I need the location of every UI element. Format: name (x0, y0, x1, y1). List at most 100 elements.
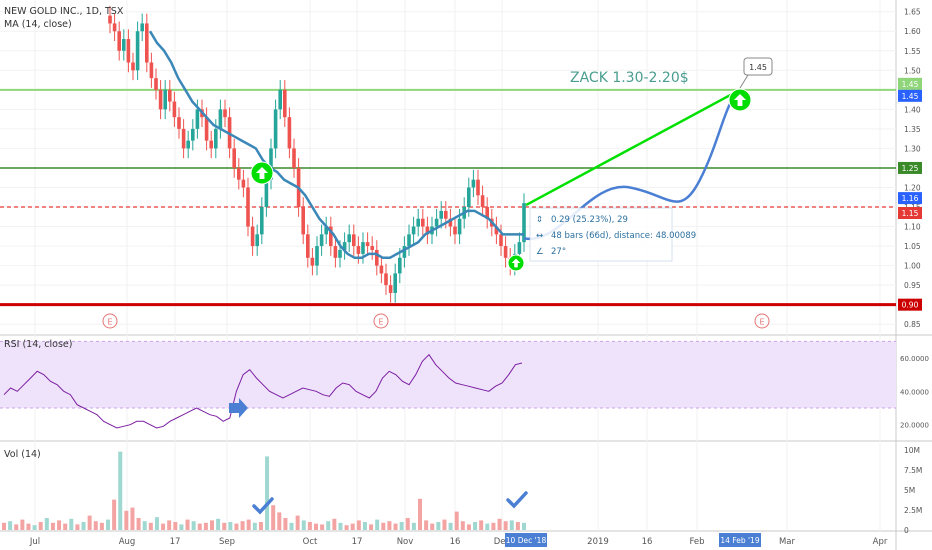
price-tag-label: 1.45 (902, 80, 919, 89)
volume-bar (87, 515, 92, 530)
volume-bar (210, 520, 214, 530)
candle-body (264, 179, 269, 208)
ma-layer (148, 30, 524, 260)
measure-box[interactable] (529, 207, 673, 262)
volume-bar (26, 523, 31, 530)
volume-bar (283, 518, 288, 530)
volume-bar (356, 520, 361, 530)
earnings-marker-label: E (378, 318, 383, 327)
checkmark-icon[interactable] (252, 497, 274, 515)
candle-body (195, 109, 200, 129)
candle-body (398, 257, 402, 274)
x-tick-label: Mar (779, 537, 796, 547)
candle-body (457, 218, 462, 235)
measure-icon-range: ⇕ (536, 215, 543, 225)
candle-body (319, 234, 324, 247)
volume-bar (8, 521, 13, 530)
x-tick-label: 17 (170, 537, 181, 547)
axis-layer: Jul Aug 17 Sep Oct 17 Nov 16 Dec 2019 16 Feb Mar Apr 1… (29, 8, 929, 547)
candle-body (204, 117, 209, 141)
volume-bar (20, 519, 25, 530)
candle-body (112, 23, 117, 32)
candle-body (444, 210, 448, 219)
price-tick-label: 1.35 (904, 125, 921, 134)
vol-tick-label: 5M (904, 486, 915, 495)
candle-body (250, 226, 255, 247)
volume-bar (289, 522, 294, 530)
candle-body (241, 179, 246, 188)
candle-body (163, 89, 167, 110)
candle-body (342, 242, 347, 250)
volume-bar (118, 451, 123, 530)
candle-body (237, 167, 241, 180)
candle-body (306, 234, 310, 258)
volume-bar (265, 456, 270, 530)
candle-body (181, 128, 186, 149)
rsi-band-layer (0, 340, 896, 409)
horizontal-levels-layer[interactable] (0, 88, 896, 307)
candle-body (499, 234, 503, 247)
volume-bar (252, 522, 257, 530)
volume-bar (191, 521, 196, 530)
price-tick-label: 0.95 (904, 281, 921, 290)
volume-bar (179, 524, 184, 530)
volume-bar (112, 499, 117, 530)
price-tick-label: 1.05 (904, 242, 921, 251)
volume-bar (63, 523, 68, 530)
checkmark-icon[interactable] (506, 491, 528, 509)
candle-body (172, 101, 177, 118)
zack-target-label[interactable]: ZACK 1.30-2.20$ (570, 70, 689, 86)
price-tick-label: 1.55 (904, 47, 921, 56)
candle-body (352, 234, 356, 247)
volume-bar (75, 524, 80, 530)
x-tick-label: 16 (450, 537, 461, 547)
volume-layer (2, 451, 526, 530)
target-trendline[interactable] (525, 88, 741, 207)
volume-bar (271, 505, 276, 530)
volume-bar (436, 522, 441, 530)
volume-bar (222, 522, 227, 530)
candle-body (315, 246, 319, 266)
candle-body (503, 246, 508, 258)
candle-body (122, 39, 126, 51)
volume-bar (399, 522, 404, 530)
price-tick-label: 0.85 (904, 320, 921, 329)
earnings-marker[interactable] (102, 313, 118, 329)
price-tag (898, 192, 922, 205)
volume-bar (197, 523, 202, 530)
candle-body (425, 226, 430, 235)
candle-body (347, 234, 351, 243)
candle-body (140, 23, 144, 32)
candle-body (448, 218, 453, 227)
candle-body (384, 273, 388, 286)
volume-bar (228, 522, 233, 530)
x-tick-label: Dec (494, 537, 511, 547)
rsi-layer (3, 353, 523, 429)
price-callout-text: 1.45 (749, 63, 767, 72)
candle-body (361, 242, 365, 254)
volume-bar (44, 518, 49, 530)
x-tick-label: 2019 (587, 537, 609, 547)
candle-body (356, 246, 361, 254)
price-callout-box[interactable] (743, 57, 773, 76)
volume-bar (411, 522, 416, 530)
candle-body (232, 148, 236, 168)
candle-body (517, 242, 522, 254)
earnings-marker[interactable] (754, 313, 770, 329)
volume-bar (148, 522, 153, 530)
rsi-arrow-icon[interactable] (229, 398, 248, 418)
volume-bar (81, 522, 86, 530)
earnings-marker-label: E (107, 318, 112, 327)
measure-icon-bars: ↔ (536, 231, 543, 241)
volume-bar (344, 525, 349, 530)
earnings-marker[interactable] (373, 313, 389, 329)
candle-body (338, 249, 342, 258)
volume-bar (295, 515, 300, 530)
volume-bar (362, 522, 367, 530)
volume-bar (124, 510, 129, 530)
measure-line-2: 48 bars (66d), distance: 48.00089 (551, 231, 696, 241)
volume-bar (466, 524, 471, 530)
